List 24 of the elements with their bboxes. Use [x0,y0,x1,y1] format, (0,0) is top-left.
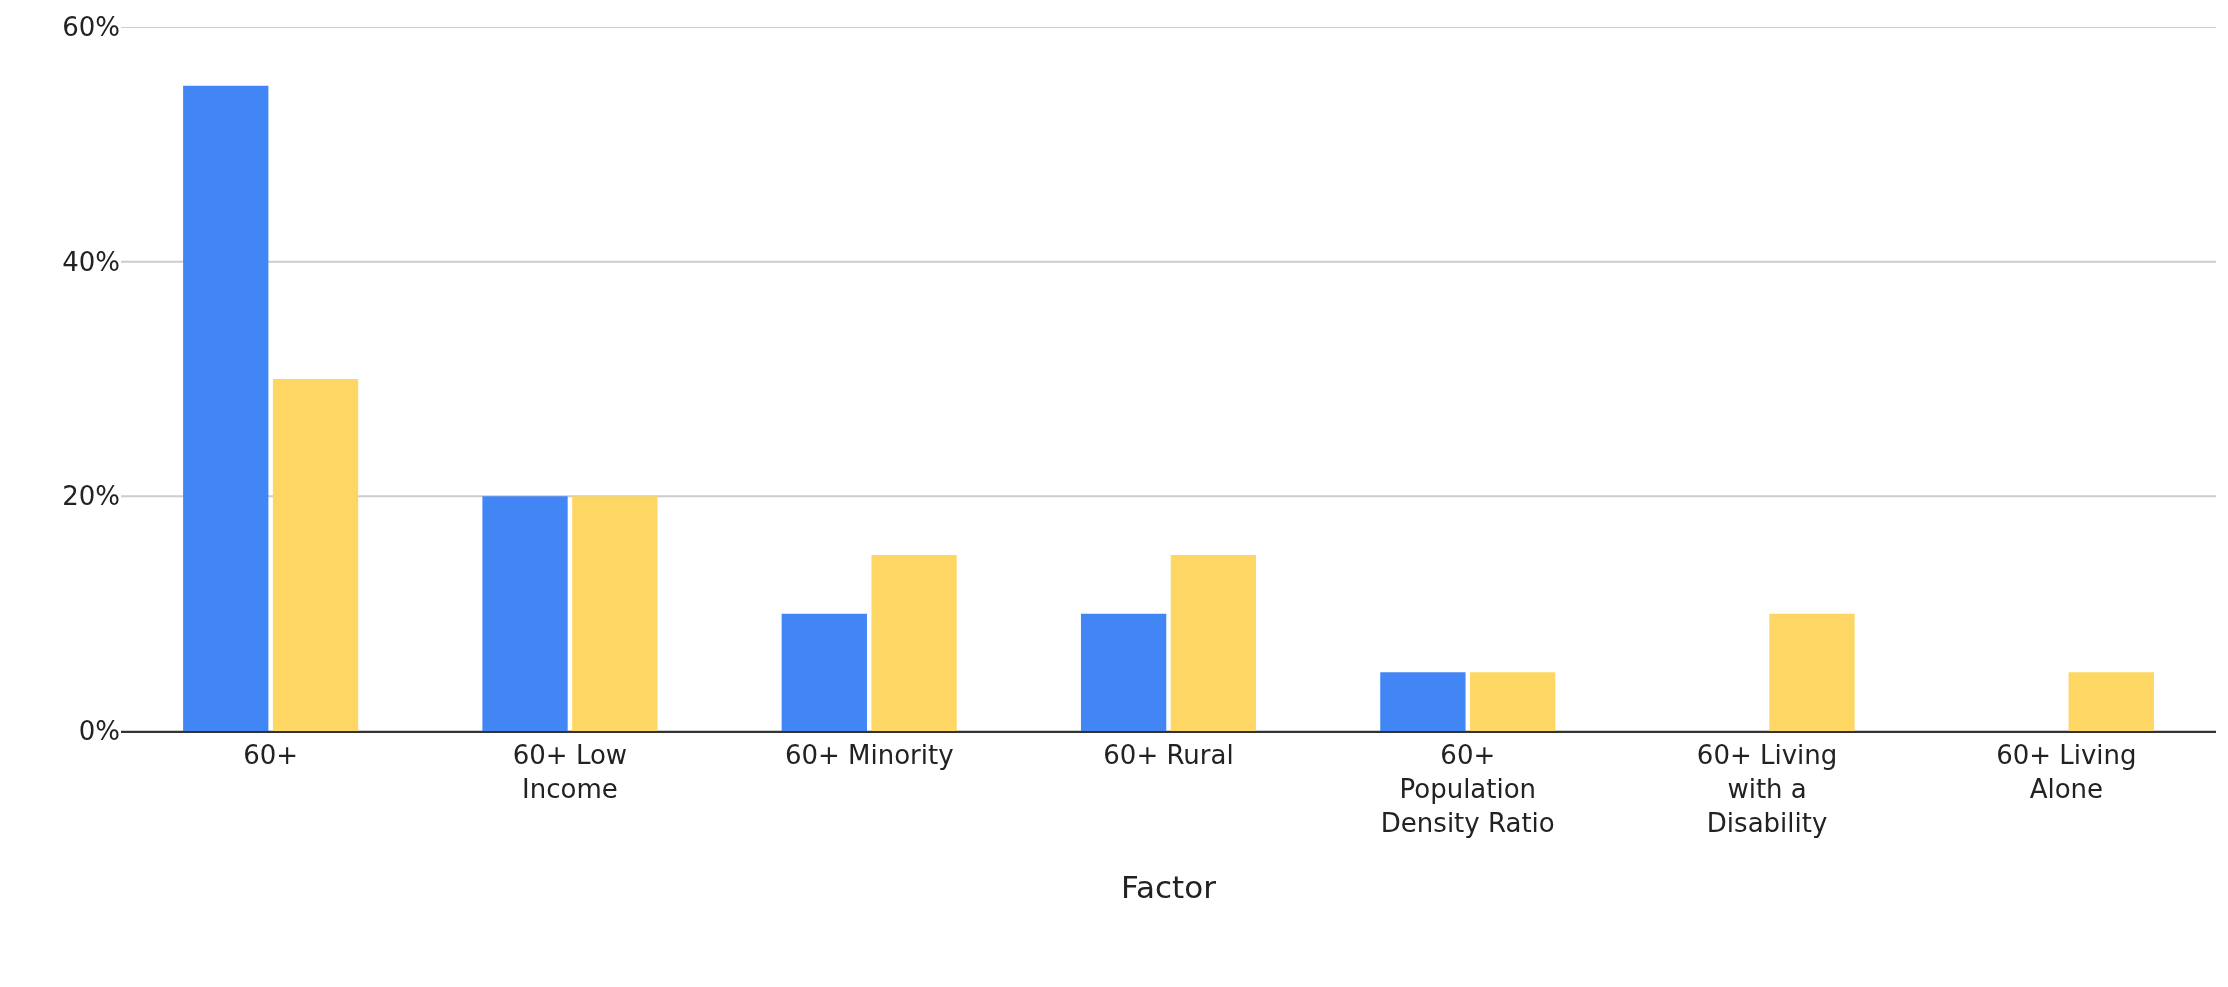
bar [1380,672,1466,731]
x-tick-label: 60+ Rural [1103,740,1234,771]
bar [2068,672,2154,731]
bar [1769,613,1855,731]
y-tick-label: 40% [62,246,120,277]
bar [871,555,957,731]
x-tick-label: 60+ Living Alone [1996,740,2137,804]
x-tick-label: 60+ [243,740,299,771]
bar [272,379,359,731]
x-tick-label: 60+ Living with a Disability [1696,740,1838,838]
bar [572,496,658,731]
y-tick-label: 60% [62,12,120,43]
bar [482,496,568,731]
bar [1080,613,1167,731]
y-tick-label: 0% [78,716,120,747]
x-axis-title: Factor [1121,869,1217,906]
x-tick-label: 60+ Low Income [512,740,628,804]
x-tick-label: 60+ Population Density Ratio [1380,740,1555,838]
bar [781,613,867,731]
y-tick-label: 20% [62,481,120,512]
bar [183,85,269,731]
bar [1470,672,1556,731]
x-tick-label: 60+ Minority [784,740,954,771]
bar [1170,555,1257,731]
